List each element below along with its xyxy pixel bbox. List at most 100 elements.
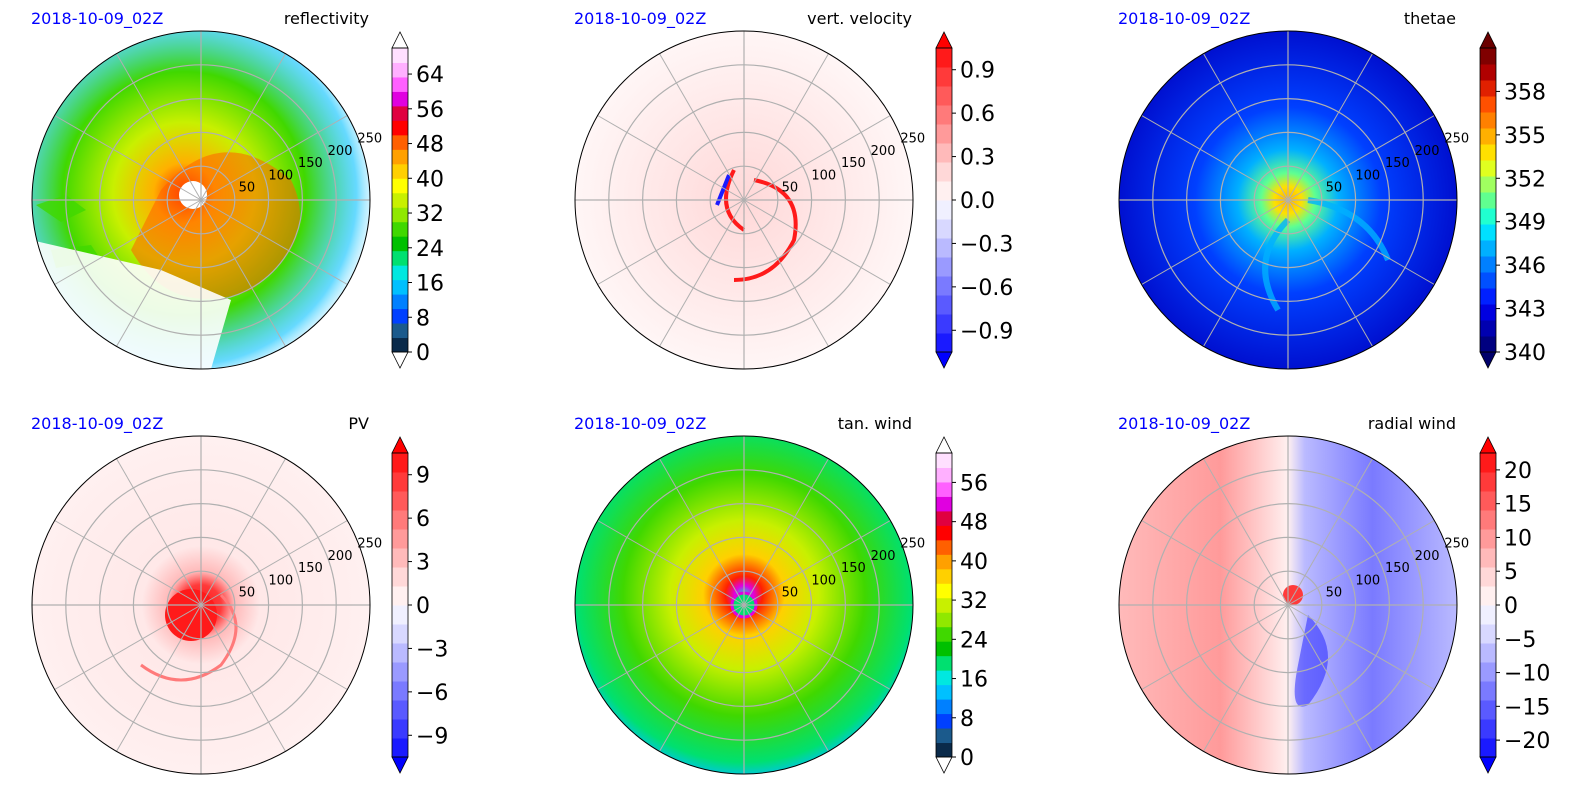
colorbar-segment: [1480, 240, 1496, 257]
colorbar-segment: [936, 257, 952, 277]
colorbar-segment: [936, 670, 952, 686]
grid-spoke: [54, 199, 202, 285]
grid-spoke: [1287, 199, 1435, 285]
colorbar: 0 8 16 24 32 40 48 56 64: [391, 31, 444, 369]
colorbar-segment: [392, 337, 408, 353]
outflow-band: [1294, 615, 1328, 707]
colorbar-segment: [936, 67, 952, 87]
colorbar-segment: [392, 567, 408, 587]
colorbar-segment: [392, 472, 408, 492]
colorbar-segment: [1480, 700, 1496, 720]
grid-spoke: [1203, 604, 1289, 752]
colorbar-segment: [936, 684, 952, 700]
ring-label: 100: [811, 168, 836, 183]
panel-date: 2018-10-09_02Z: [1118, 9, 1250, 29]
colorbar-segment: [392, 586, 408, 606]
colorbar-segment: [1480, 128, 1496, 145]
ring-label: 100: [1355, 573, 1380, 588]
grid-spoke: [1287, 115, 1435, 201]
colorbar-segment: [1480, 96, 1496, 113]
colorbar-segment: [936, 481, 952, 497]
colorbar-segment: [1480, 624, 1496, 644]
colorbar-segment: [1480, 80, 1496, 97]
colorbar-segment: [1480, 472, 1496, 492]
polar-frame: [31, 435, 371, 775]
colorbar-segment: [1480, 272, 1496, 289]
colorbar-frame: [935, 452, 953, 758]
colorbar: −0.9 −0.6 −0.3 0.0 0.3 0.6 0.9: [935, 31, 1013, 369]
colorbar-tick-label: −0.9: [960, 319, 1013, 344]
grid-spoke: [200, 53, 286, 201]
colorbar-extend-min: [391, 351, 409, 369]
grid-spoke: [54, 115, 202, 201]
colorbar-segment: [392, 605, 408, 625]
ring-label: 50: [1326, 181, 1343, 196]
colorbar-segment: [936, 238, 952, 258]
grid-spoke: [1287, 604, 1435, 690]
colorbar-tick-label: −3: [416, 637, 448, 662]
ring-label: 50: [239, 181, 256, 196]
grid-spoke: [116, 199, 202, 347]
colorbar-extend-min: [935, 756, 953, 774]
colorbar-segment: [1480, 176, 1496, 193]
grid-spoke: [200, 458, 286, 606]
colorbar-segment: [1480, 605, 1496, 625]
ring-label: 150: [1385, 156, 1410, 171]
colorbar-segment: [392, 294, 408, 310]
colorbar-tick-label: 8: [416, 306, 430, 331]
panel-date: 2018-10-09_02Z: [574, 414, 706, 434]
colorbar-tick-label: 0.0: [960, 189, 995, 214]
colorbar-tick-label: −15: [1504, 695, 1550, 720]
grid-spoke: [743, 115, 891, 201]
colorbar-tick-label: 48: [960, 511, 988, 536]
ring-label: 200: [328, 549, 353, 564]
colorbar-extend-min: [1479, 756, 1497, 774]
grid-spoke: [116, 458, 202, 606]
colorbar-segment: [1480, 510, 1496, 530]
ring-label: 50: [239, 586, 256, 601]
colorbar-tick-label: 0: [1504, 594, 1518, 619]
colorbar-extend-max: [391, 436, 409, 454]
colorbar-tick-label: 20: [1504, 459, 1532, 484]
panel-thetae: 50 100 150 200 250 2018-10-09_02Z thetae 340 343…: [1118, 9, 1546, 370]
colorbar-segment: [936, 699, 952, 715]
colorbar-tick-label: 40: [416, 167, 444, 192]
colorbar-tick-label: −0.6: [960, 276, 1013, 301]
ring-label: 250: [1444, 537, 1469, 552]
grid-spoke: [200, 604, 286, 752]
colorbar: 340 343 346 349 352 355 358: [1479, 31, 1546, 369]
colorbar-segment: [1480, 64, 1496, 81]
ring-label: 100: [268, 168, 293, 183]
panel-date: 2018-10-09_02Z: [1118, 414, 1250, 434]
colorbar-segment: [392, 510, 408, 530]
colorbar-segment: [1480, 144, 1496, 161]
colorbar-segment: [1480, 48, 1496, 65]
colorbar-segment: [1480, 586, 1496, 606]
panel-date: 2018-10-09_02Z: [31, 414, 163, 434]
ring-label: 150: [298, 561, 323, 576]
colorbar-segment: [392, 192, 408, 208]
colorbar-tick-label: −6: [416, 681, 448, 706]
colorbar-tick-label: 64: [416, 63, 444, 88]
colorbar-segment: [1480, 529, 1496, 549]
colorbar-tick-label: 10: [1504, 526, 1532, 551]
colorbar-segment: [392, 719, 408, 739]
colorbar-extend-max: [935, 31, 953, 49]
colorbar-segment: [392, 624, 408, 644]
ring-label: 150: [1385, 561, 1410, 576]
panel-pv: 50 100 150 200 250 2018-10-09_02Z PV −9 −6 −3 0 3 6 9: [31, 414, 448, 775]
grid-spoke: [1141, 199, 1289, 285]
grid-spoke: [116, 53, 202, 201]
colorbar-segment: [1480, 320, 1496, 337]
colorbar-tick-label: 32: [416, 202, 444, 227]
colorbar-segment: [936, 597, 952, 613]
panel-title: thetae: [1404, 9, 1456, 28]
colorbar-tick-label: 0.3: [960, 146, 995, 171]
colorbar-tick-label: 56: [416, 98, 444, 123]
colorbar-segment: [936, 742, 952, 758]
ring-label: 250: [357, 132, 382, 147]
colorbar-segment: [936, 48, 952, 68]
grid-spoke: [659, 53, 745, 201]
colorbar-segment: [936, 143, 952, 163]
